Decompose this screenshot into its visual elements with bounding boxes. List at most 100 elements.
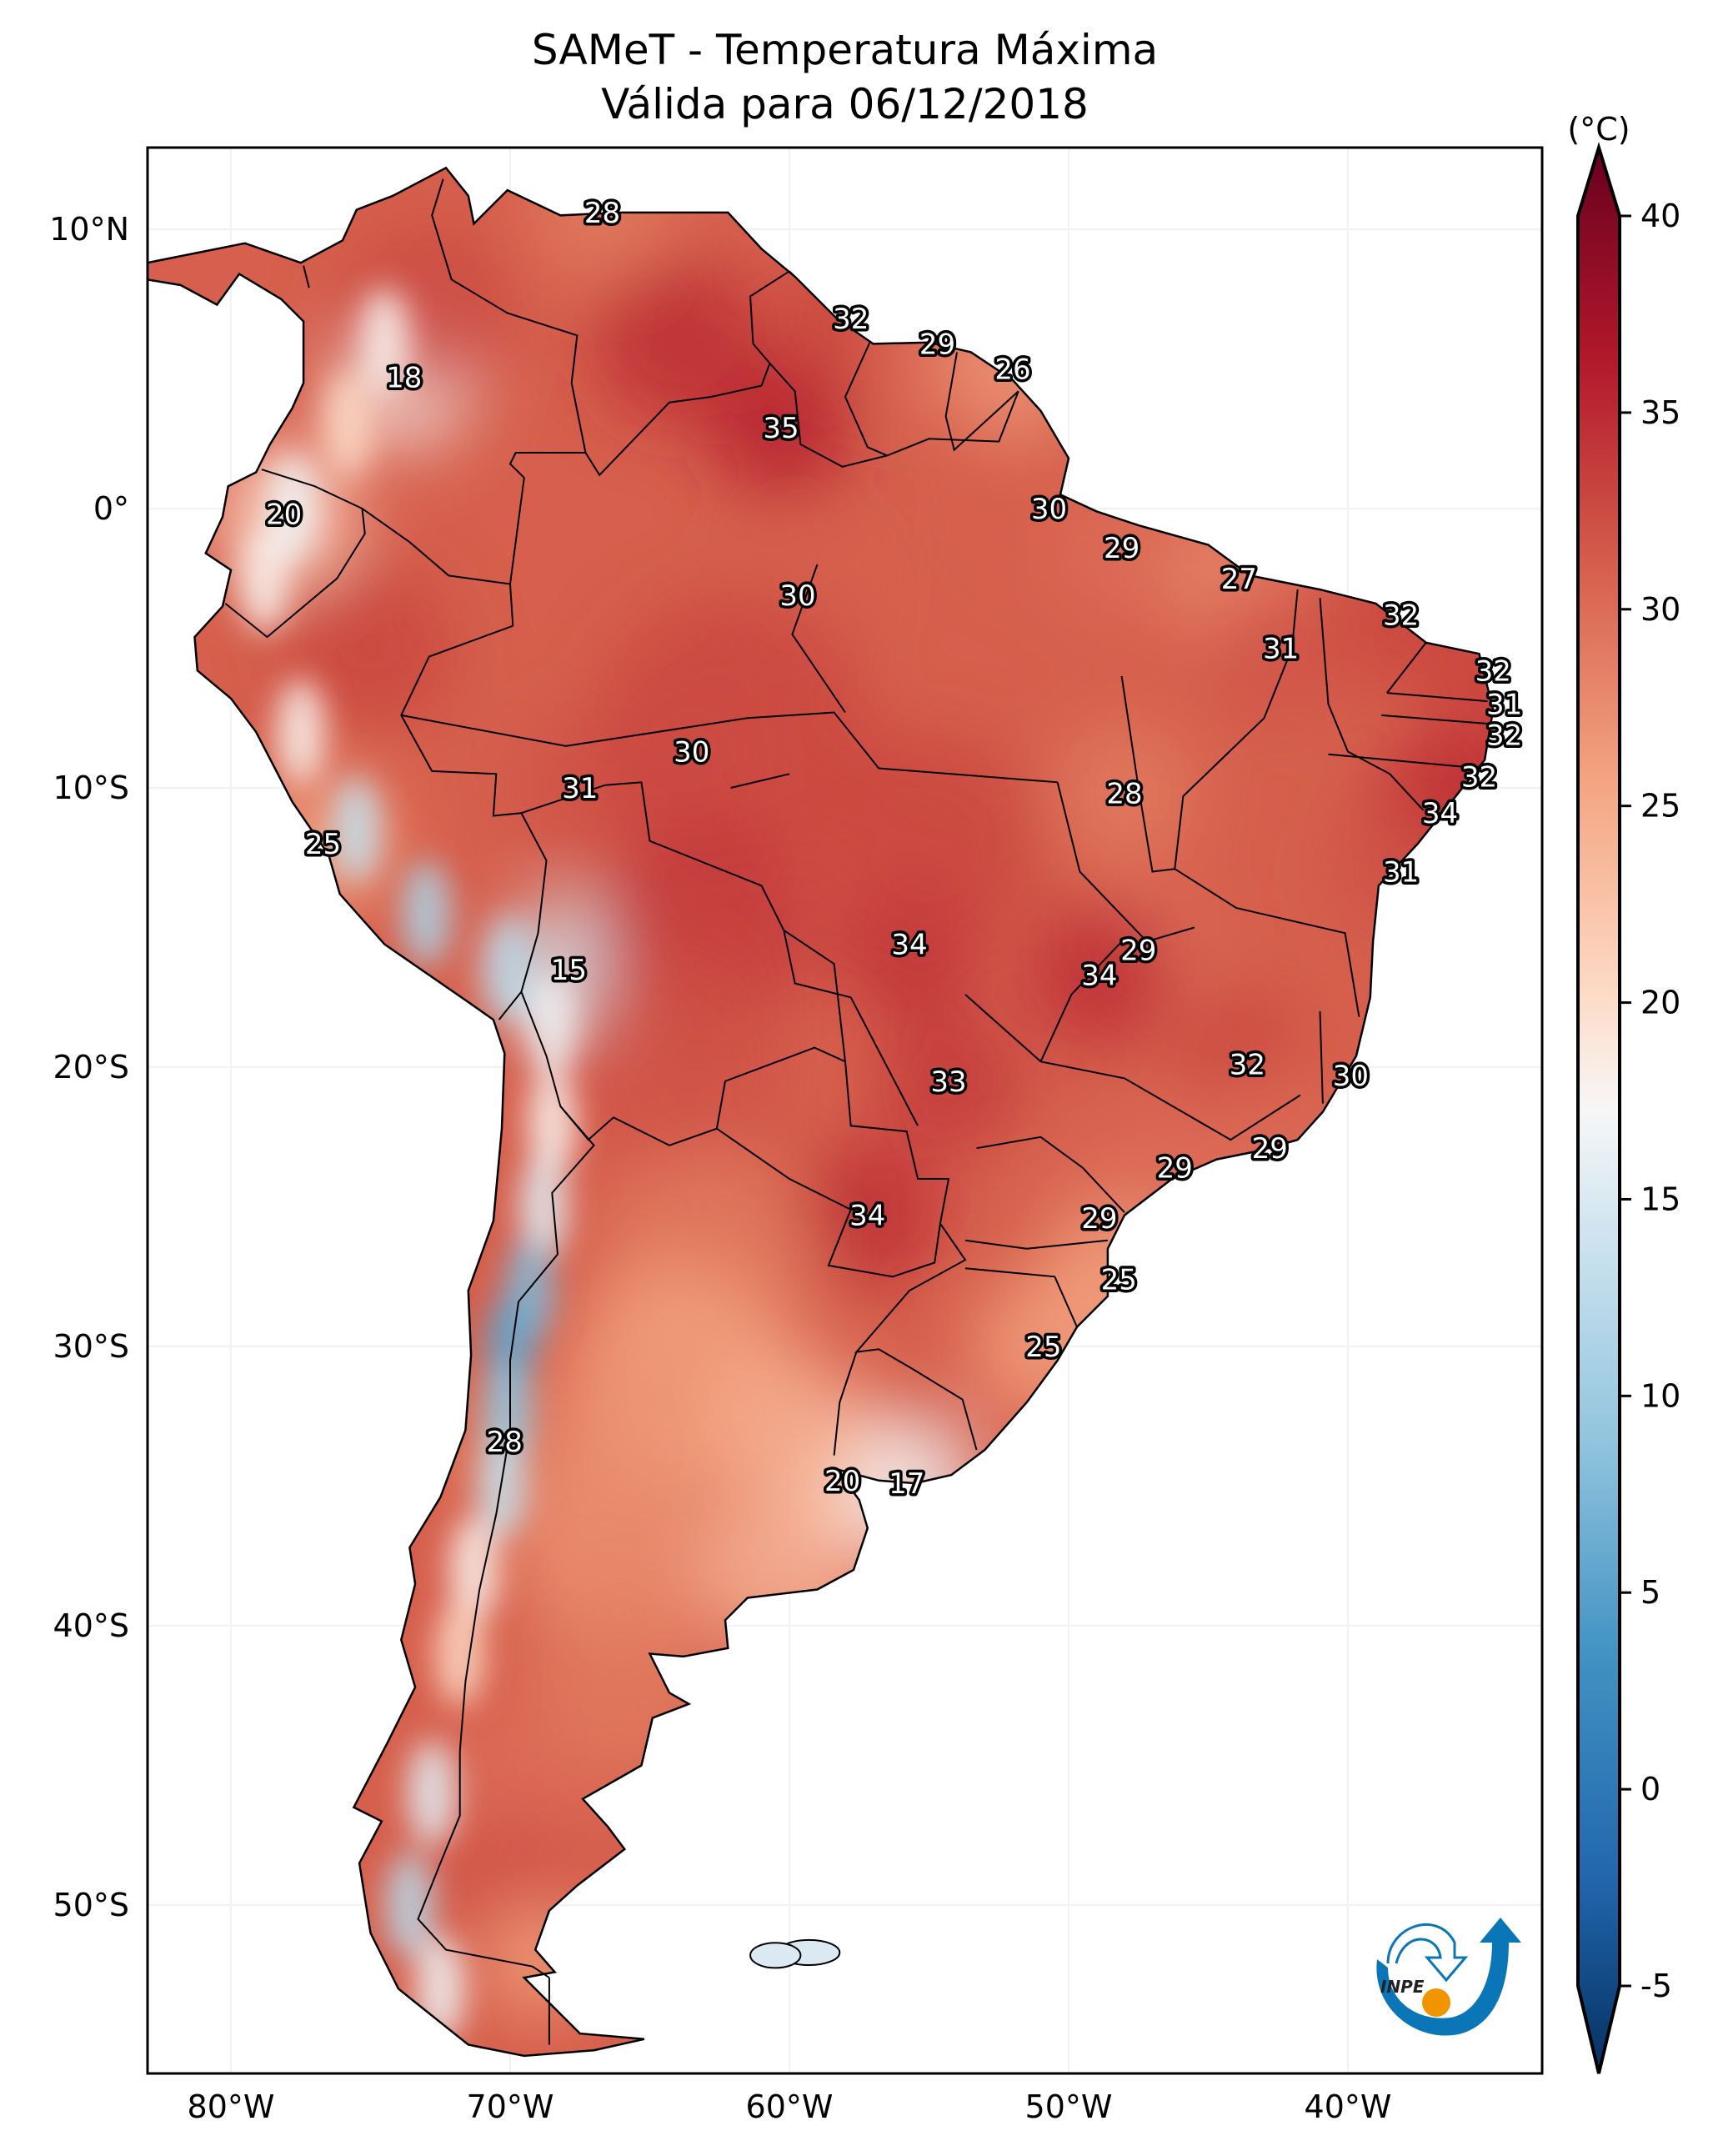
colorbar-tick-label: 0 (1640, 1771, 1660, 1808)
temperature-label: 30 (779, 579, 815, 613)
andes-cold-band (239, 288, 578, 2043)
temperature-label: 30 (1031, 493, 1067, 526)
temperature-label: 31 (1383, 856, 1419, 890)
border-line (1386, 642, 1427, 694)
temperature-label: 35 (763, 412, 799, 445)
andes-blob (476, 1432, 528, 1540)
temperature-label: 17 (889, 1467, 924, 1501)
logo-swoosh (1376, 1918, 1521, 2036)
border-line (964, 1239, 1109, 1250)
coastline (148, 166, 1495, 2058)
temperature-label: 34 (849, 1200, 885, 1233)
temperature-label: 34 (1081, 959, 1117, 992)
temperature-label: 27 (1221, 563, 1257, 596)
border-line (431, 178, 790, 477)
heat-blob (566, 955, 789, 1179)
temperature-label: 32 (1475, 654, 1511, 688)
temperature-label: 25 (1101, 1264, 1137, 1297)
temperature-label: 34 (891, 929, 927, 962)
temperature-label: 30 (674, 735, 709, 769)
chart-subtitle: Válida para 06/12/2018 (601, 80, 1089, 128)
border-line (1381, 714, 1488, 725)
border-line (401, 711, 1058, 784)
temperature-label: 25 (1025, 1331, 1061, 1364)
border-line (789, 270, 796, 278)
logo-text: INPE (1380, 1977, 1425, 1997)
y-tick-label: 10°N (49, 211, 129, 248)
border-line (303, 265, 310, 288)
x-tick-label: 60°W (746, 2088, 834, 2125)
temperature-label: 31 (1263, 633, 1299, 666)
map-frame (146, 146, 1544, 2075)
temperature-label: 29 (1104, 532, 1139, 565)
temperature-label: 29 (1157, 1152, 1193, 1186)
x-tick-label: 80°W (188, 2088, 275, 2125)
heat-blob (1208, 575, 1354, 721)
heat-blob (875, 1008, 1022, 1154)
andes-blob (323, 371, 373, 479)
temperature-label: 33 (930, 1065, 966, 1099)
andes-blob (434, 1600, 485, 1707)
heat-blob (1051, 720, 1198, 866)
temperature-label: 28 (1106, 778, 1142, 811)
temperature-field (148, 168, 1494, 2056)
border-line (1319, 598, 1425, 811)
temperature-label: 30 (1333, 1060, 1369, 1093)
border-line (508, 452, 586, 584)
border-line (1174, 589, 1299, 870)
y-tick-label: 40°S (53, 1607, 129, 1644)
border-line (833, 1351, 858, 1456)
border-line (783, 930, 919, 1126)
border-line (1039, 938, 1125, 1062)
border-line (224, 508, 366, 639)
border-line (1319, 1010, 1324, 1104)
heat-blob (594, 592, 874, 872)
colorbar-tick-label: 30 (1640, 591, 1680, 628)
y-tick-label: 20°S (53, 1049, 129, 1086)
border-line (964, 994, 1042, 1063)
border-line (1040, 1060, 1301, 1141)
temperature-label: 32 (833, 303, 869, 336)
chart-title: SAMeT - Temperatura Máxima (531, 26, 1159, 74)
temperature-label: 28 (487, 1426, 523, 1459)
y-tick-label: 0° (93, 490, 129, 527)
border-line (964, 1267, 1078, 1328)
temperature-label: 29 (919, 328, 955, 361)
border-line (1056, 782, 1195, 943)
temperature-label: 31 (562, 772, 598, 805)
heat-blob (817, 732, 1041, 955)
temperature-label: 28 (584, 197, 620, 230)
y-tick-label: 10°S (53, 770, 129, 806)
andes-blob (267, 455, 318, 562)
temperature-label: 25 (305, 828, 341, 861)
border-line (417, 1106, 595, 1978)
border-line (1120, 675, 1175, 873)
colorbar: -5 0 5 10 15 20 25 30 35 40 (°C) (1567, 111, 1680, 2074)
y-tick-label: 30°S (53, 1328, 129, 1365)
temperature-label: 20 (824, 1465, 860, 1498)
border-line (844, 340, 888, 457)
andes-blob (448, 1517, 499, 1623)
border-line (791, 564, 846, 714)
border-line (1174, 868, 1360, 1017)
andes-blob (407, 1740, 458, 1847)
temperature-label: 32 (1383, 599, 1419, 632)
heat-blob (482, 1905, 594, 2017)
x-tick-label: 50°W (1025, 2088, 1113, 2125)
andes-blob (527, 972, 578, 1079)
colorbar-unit-label: (°C) (1567, 111, 1630, 148)
andes-blob (401, 860, 452, 967)
andes-blob (275, 679, 326, 785)
border-line (716, 1061, 950, 1278)
colorbar-tick-label: 15 (1640, 1181, 1680, 1217)
temperature-label: 29 (1120, 934, 1156, 967)
border-line (769, 363, 888, 468)
colorbar-tick-label: 35 (1640, 394, 1680, 431)
logo-sun (1422, 1988, 1450, 2017)
temperature-label: 31 (1486, 689, 1522, 722)
colorbar-tick-label: -5 (1640, 1968, 1672, 2004)
temperature-label: 29 (1081, 1202, 1117, 1236)
inpe-logo: INPE (1376, 1918, 1521, 2036)
